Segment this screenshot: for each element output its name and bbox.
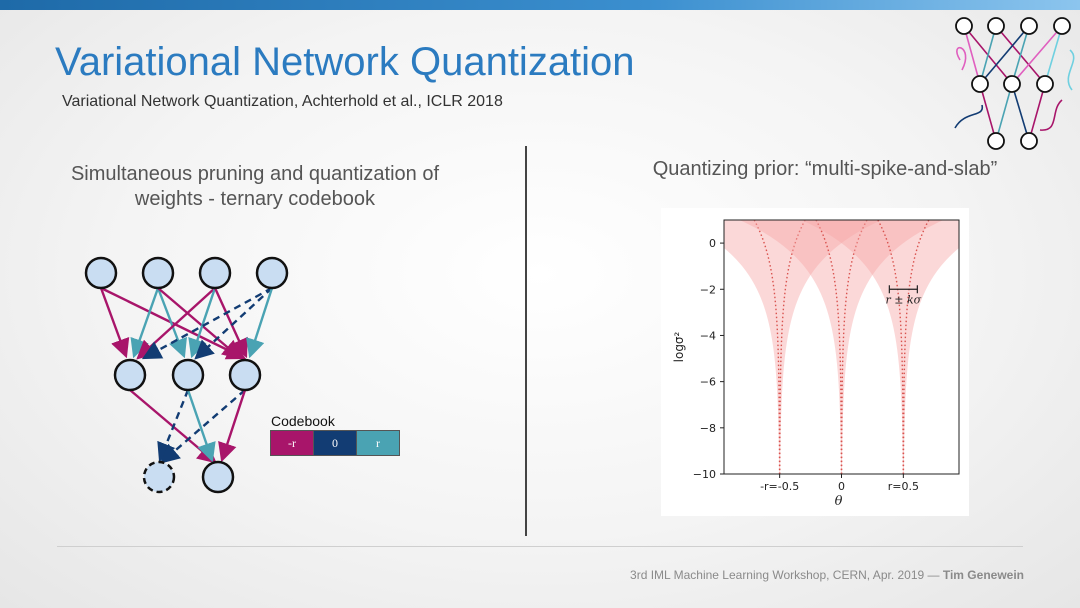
plot-area	[724, 220, 959, 474]
edge	[160, 389, 246, 464]
annotation-label: r ± kσ	[886, 293, 922, 306]
right-heading: Quantizing prior: “multi-spike-and-slab”	[652, 158, 998, 180]
neuron	[171, 358, 205, 392]
neuron	[113, 358, 147, 392]
y-tick-label: −4	[700, 329, 716, 342]
edge	[194, 287, 273, 360]
page-subtitle: Variational Network Quantization, Achter…	[62, 93, 503, 110]
neuron	[228, 358, 262, 392]
spike-contour	[877, 220, 904, 474]
neuron	[84, 256, 118, 290]
x-tick-label: 0	[838, 480, 845, 493]
footer-divider	[57, 546, 1023, 547]
edge	[157, 389, 190, 463]
network-logo	[954, 17, 1075, 150]
spike-contour	[753, 220, 781, 474]
codebook: -r 0 r	[270, 430, 400, 456]
x-tick-label: r=0.5	[888, 480, 919, 493]
neuron	[198, 256, 232, 290]
footer-author: Tim Genewein	[942, 568, 1024, 582]
spike-contour	[902, 220, 930, 474]
spike-slab-region	[801, 220, 959, 474]
top-accent-bar	[0, 0, 1080, 10]
left-heading: Simultaneous pruning and quantization of…	[40, 162, 470, 212]
edge	[186, 389, 216, 463]
y-axis-label: logσ²	[672, 331, 686, 362]
footer-text: 3rd IML Machine Learning Workshop, CERN,…	[630, 568, 943, 582]
prior-chart: 0 −2 −4 −6 −8 −10 -r=-0.5 0 r=0.5 θ logσ² r ± kσ	[672, 219, 960, 509]
prior-plot	[661, 208, 969, 516]
column-divider	[525, 146, 527, 536]
codebook-cell-neg-r: -r	[271, 431, 313, 455]
edge	[156, 287, 187, 359]
x-tick-label: -r=-0.5	[760, 480, 799, 493]
network-diagram	[84, 256, 289, 494]
edge	[218, 389, 247, 463]
edge	[213, 287, 248, 359]
spike-contour	[840, 220, 868, 474]
neuron	[255, 256, 289, 290]
spike-contour	[815, 220, 843, 474]
edge	[141, 286, 273, 360]
footer: 3rd IML Machine Learning Workshop, CERN,…	[630, 568, 1024, 582]
spike-slab-region	[739, 220, 944, 474]
codebook-label: Codebook	[271, 413, 335, 429]
x-axis-label: θ	[835, 494, 843, 509]
y-tick-label: −6	[700, 376, 716, 389]
edge	[157, 287, 242, 360]
spike-slab-region	[724, 220, 882, 474]
left-heading-line1: Simultaneous pruning and quantization of	[70, 163, 440, 185]
y-tick-label: 0	[709, 237, 716, 250]
y-tick-label: −10	[693, 468, 716, 481]
y-tick-label: −2	[700, 283, 716, 296]
y-tick-label: −8	[700, 422, 716, 435]
edge	[130, 287, 160, 359]
codebook-cell-zero: 0	[313, 431, 356, 455]
page-title: Variational Network Quantization	[55, 40, 635, 84]
edge	[246, 287, 274, 359]
codebook-cell-r: r	[356, 431, 399, 455]
spike-contour	[779, 220, 806, 474]
edge	[99, 287, 130, 359]
neuron	[201, 460, 235, 494]
left-heading-line2: weights - ternary codebook	[134, 188, 376, 210]
pruned-neuron	[142, 460, 176, 494]
neuron	[141, 256, 175, 290]
